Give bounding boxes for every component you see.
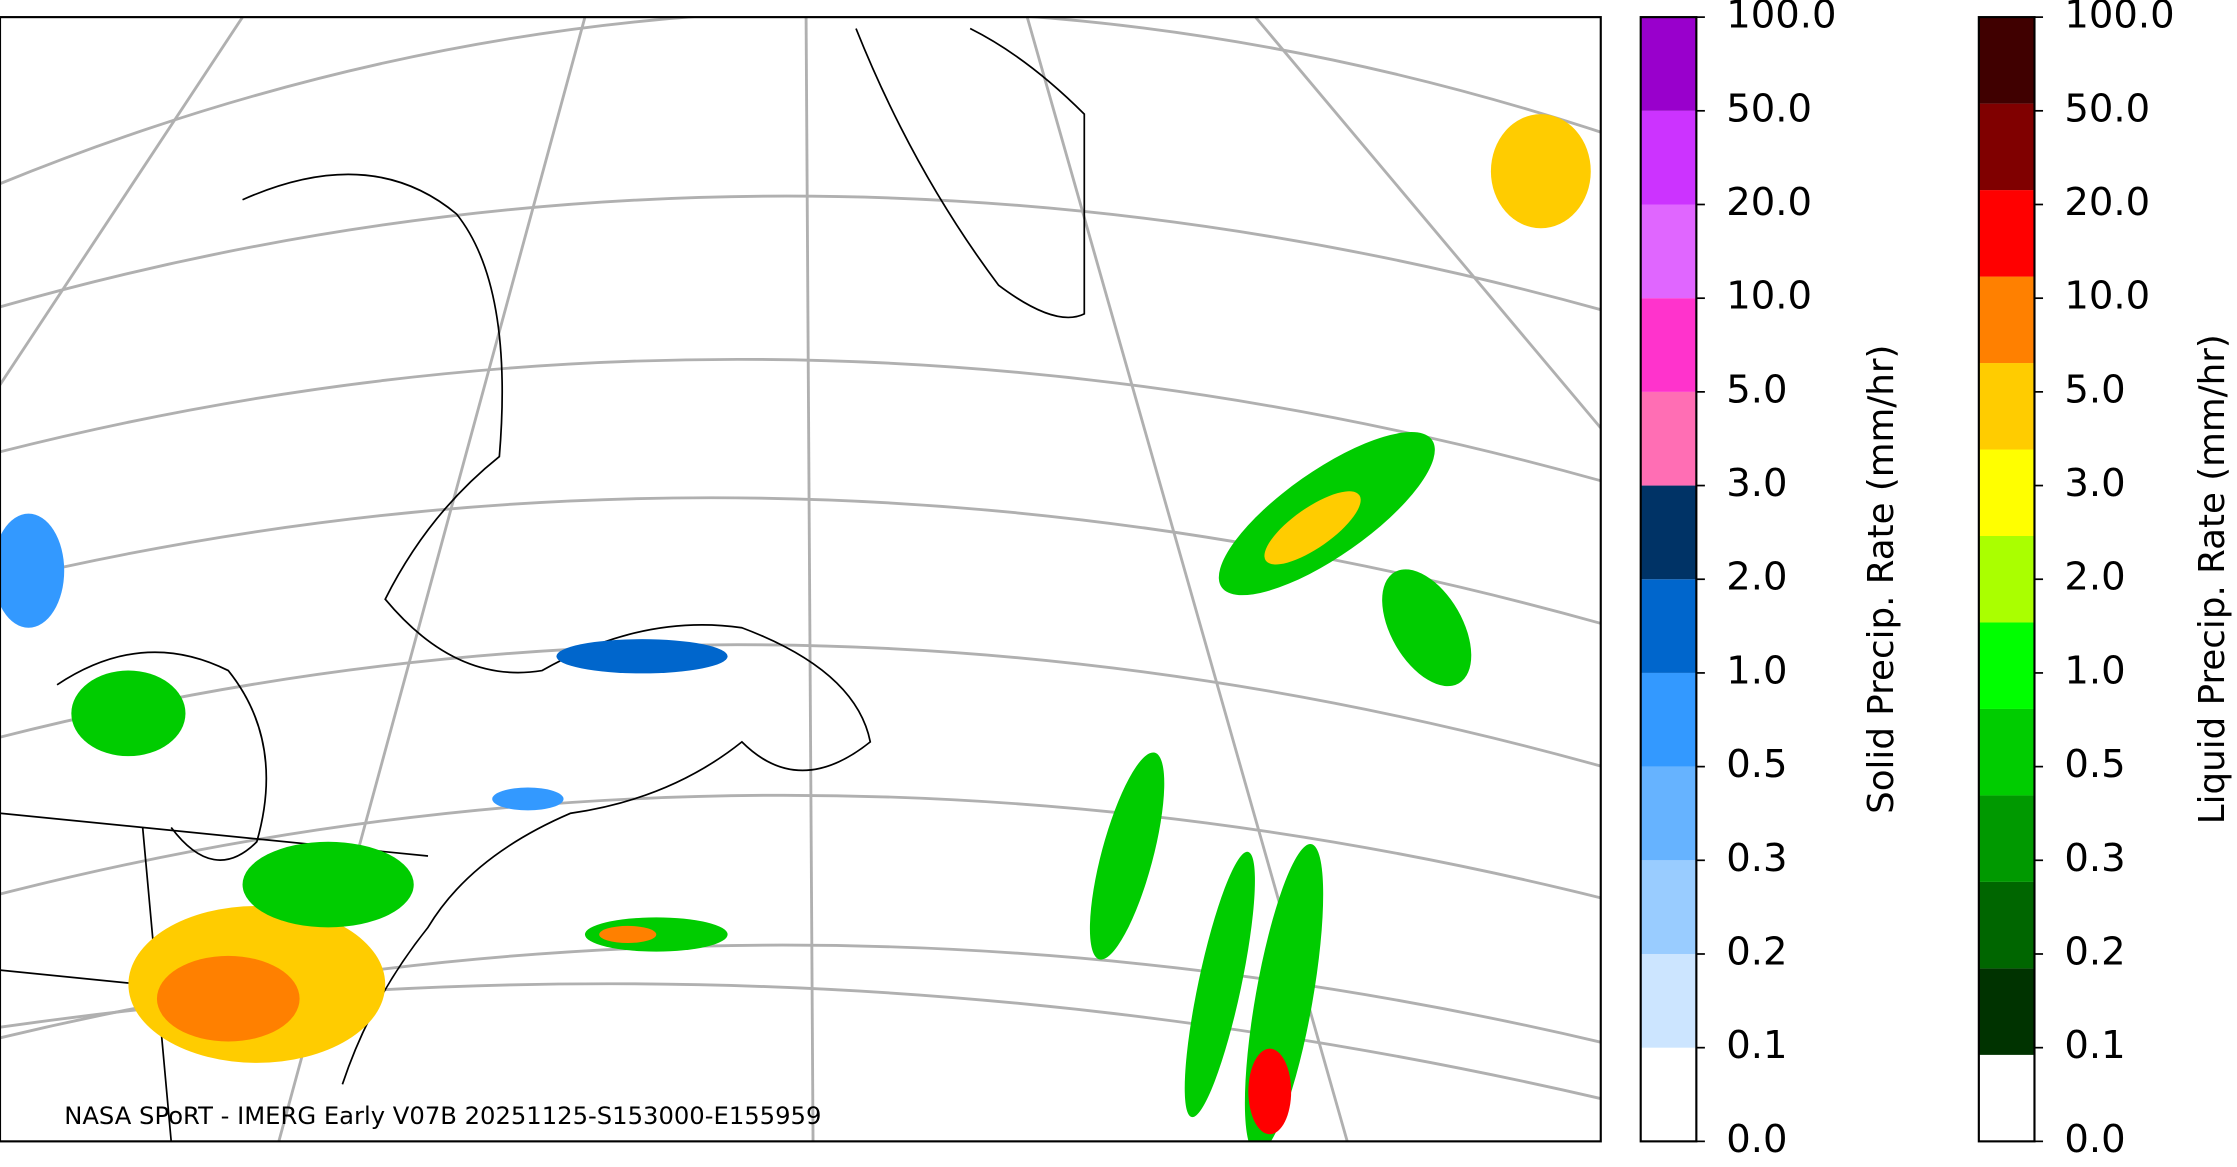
colorbar-tick-label: 50.0 <box>1726 86 1812 131</box>
map: NASA SPoRT - IMERG Early V07B 20251125-S… <box>0 17 1601 1142</box>
colorbar-tick-label: 10.0 <box>2064 274 2150 319</box>
colorbar-bin <box>1978 363 2035 450</box>
colorbar-tick-label: 2.0 <box>1726 555 1787 600</box>
colorbar-tick-label: 50.0 <box>2064 86 2150 131</box>
colorbar-tick-label: 1.0 <box>2064 648 2125 693</box>
colorbar-bin <box>1978 103 2035 191</box>
colorbar-bin <box>1640 1047 1697 1142</box>
colorbar-tick-label: 0.3 <box>1726 836 1787 881</box>
colorbar-bin <box>1640 860 1697 954</box>
colorbar-bin <box>1978 276 2035 364</box>
colorbar-tick-label: 2.0 <box>2064 555 2125 600</box>
colorbar-bin <box>1978 795 2035 882</box>
colorbar-tick-label: 0.5 <box>2064 742 2125 787</box>
colorbar-tick-label: 3.0 <box>2064 461 2125 506</box>
colorbar-bin <box>1640 766 1697 861</box>
colorbar-tick-label: 20.0 <box>2064 180 2150 225</box>
colorbar-bin <box>1978 17 2035 104</box>
colorbar-bin <box>1978 968 2035 1055</box>
colorbar-bin <box>1978 708 2035 796</box>
colorbar-label: Liquid Precip. Rate (mm/hr) <box>2192 334 2233 824</box>
colorbar-bin <box>1640 204 1697 299</box>
colorbar-tick-label: 0.2 <box>1726 929 1787 974</box>
colorbar-tick-label: 1.0 <box>1726 648 1787 693</box>
colorbar-tick-label: 3.0 <box>1726 461 1787 506</box>
colorbar-bin <box>1978 449 2035 537</box>
colorbar-bin <box>1640 110 1697 205</box>
colorbar-tick-label: 100.0 <box>1726 0 1836 38</box>
colorbar-tick-label: 0.2 <box>2064 929 2125 974</box>
colorbar-bin <box>1978 190 2035 277</box>
precipitation <box>0 114 1591 1142</box>
map-frame <box>0 16 1602 1143</box>
colorbar-tick-label: 20.0 <box>1726 180 1812 225</box>
colorbar-tick-label: 0.0 <box>1726 1117 1787 1162</box>
colorbar-tick-label: 10.0 <box>1726 274 1812 319</box>
colorbar-tick-label: 0.1 <box>2064 1023 2125 1068</box>
colorbar-bin <box>1640 298 1697 392</box>
colorbar-tick-label: 0.3 <box>2064 836 2125 881</box>
colorbar-bin <box>1978 536 2035 623</box>
colorbar-bin <box>1640 391 1697 486</box>
colorbar-bin <box>1978 622 2035 709</box>
colorbar-bin <box>1978 1054 2035 1142</box>
colorbar-bin <box>1640 17 1697 111</box>
colorbar-bin <box>1640 672 1697 767</box>
colorbar-bin <box>1640 953 1697 1048</box>
colorbar-tick-label: 0.1 <box>1726 1023 1787 1068</box>
colorbar-tick-label: 100.0 <box>2064 0 2174 38</box>
colorbar-label: Solid Precip. Rate (mm/hr) <box>1861 345 1902 814</box>
colorbar-tick-label: 5.0 <box>1726 367 1787 412</box>
colorbar-bin <box>1978 881 2035 969</box>
colorbar-bin <box>1640 579 1697 673</box>
map-caption: NASA SPoRT - IMERG Early V07B 20251125-S… <box>64 1101 821 1130</box>
colorbar-bin <box>1640 485 1697 580</box>
colorbar-tick-label: 0.0 <box>2064 1117 2125 1162</box>
colorbar-tick-label: 0.5 <box>1726 742 1787 787</box>
colorbar-tick-label: 5.0 <box>2064 367 2125 412</box>
